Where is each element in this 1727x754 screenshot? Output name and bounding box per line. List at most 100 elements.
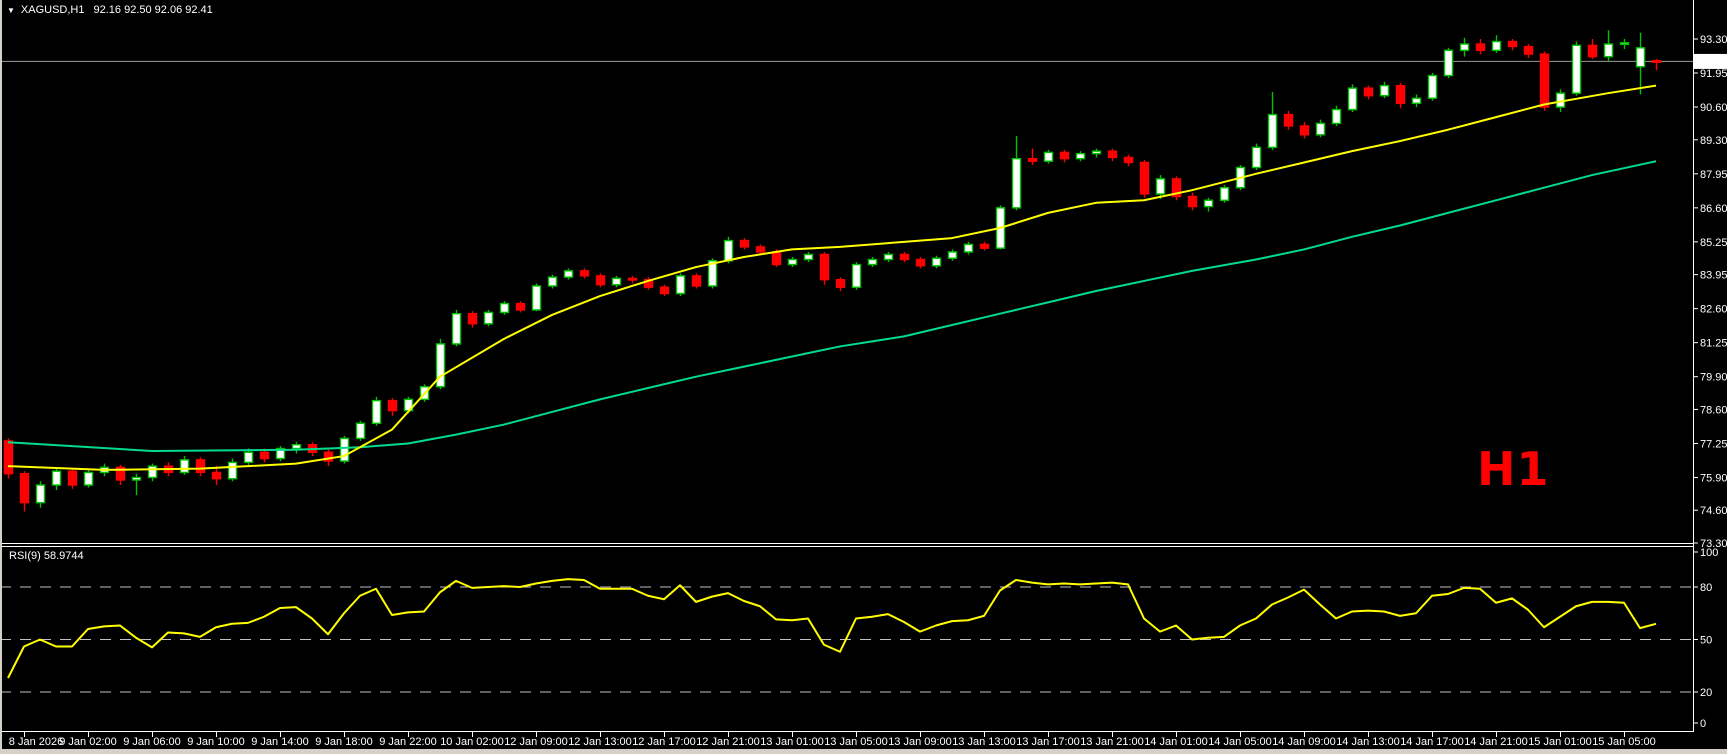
bull-candle [1219, 185, 1230, 203]
bear-candle [1171, 176, 1182, 201]
time-axis-label: 9 Jan 10:00 [187, 736, 245, 748]
time-axis-label: 13 Jan 17:00 [1016, 736, 1080, 748]
bull-candle [1331, 105, 1342, 126]
bear-candle [3, 438, 14, 479]
bull-candle [611, 275, 622, 288]
price-axis-label: 91.95 [1700, 68, 1727, 80]
bear-candle [979, 241, 990, 251]
bear-candle [691, 273, 702, 289]
bear-candle [1299, 122, 1310, 139]
bull-candle [963, 241, 974, 255]
bear-candle [515, 301, 526, 313]
bear-candle [1107, 148, 1118, 162]
price-axis-label: 89.30 [1700, 135, 1727, 147]
bull-candle [675, 273, 686, 297]
price-axis-label: 90.60 [1700, 102, 1727, 114]
bull-candle [531, 283, 542, 312]
rsi-axis-label: 100 [1700, 547, 1718, 559]
symbol-dropdown-icon[interactable]: ▼ [7, 5, 15, 15]
time-axis-label: 15 Jan 01:00 [1528, 736, 1592, 748]
bear-candle [1139, 159, 1150, 198]
time-axis-label: 13 Jan 05:00 [824, 736, 888, 748]
bull-candle [147, 463, 158, 482]
price-axis-label: 82.60 [1700, 304, 1727, 316]
time-axis-label: 15 Jan 05:00 [1592, 736, 1656, 748]
bear-candle [643, 277, 654, 290]
bull-candle [1411, 94, 1422, 108]
time-axis-label: 14 Jan 05:00 [1208, 736, 1272, 748]
bear-candle [1475, 39, 1486, 55]
bear-candle [1027, 148, 1038, 165]
bull-candle [1251, 143, 1262, 171]
bull-candle [355, 420, 366, 441]
bear-candle [755, 244, 766, 255]
time-axis-label: 9 Jan 06:00 [123, 736, 181, 748]
bear-candle [915, 256, 926, 269]
rsi-axis[interactable]: 100 80 50 20 0 [1693, 547, 1718, 730]
bear-candle [1651, 59, 1662, 71]
bull-candle [931, 255, 942, 269]
bear-candle [195, 457, 206, 477]
current-price-box [1694, 53, 1727, 69]
price-axis-label: 85.25 [1700, 237, 1727, 249]
bull-candle [227, 458, 238, 482]
bull-candle [1043, 149, 1054, 164]
bull-candle [1011, 136, 1022, 211]
bull-candle [51, 467, 62, 491]
bull-candle [131, 473, 142, 496]
bull-candle [1635, 32, 1646, 95]
time-axis-label: 13 Jan 01:00 [760, 736, 824, 748]
rsi-axis-label: 80 [1700, 582, 1712, 594]
bull-candle [451, 309, 462, 347]
bear-candle [627, 275, 638, 284]
symbol-title: ▼ XAGUSD,H1 92.16 92.50 92.06 92.41 [7, 4, 213, 16]
time-axis-label: 12 Jan 17:00 [632, 736, 696, 748]
bear-candle [1187, 192, 1198, 211]
bull-candle [1603, 30, 1614, 62]
price-axis-label: 81.25 [1700, 338, 1727, 350]
bull-candle [435, 338, 446, 390]
bull-candle [547, 274, 558, 289]
bear-candle [835, 277, 846, 291]
time-axis-label: 13 Jan 21:00 [1080, 736, 1144, 748]
window-left-border [0, 0, 2, 750]
time-axis-label: 12 Jan 09:00 [504, 736, 568, 748]
price-axis-label: 75.90 [1700, 472, 1727, 484]
bull-candle [1443, 47, 1454, 79]
fast-moving-average-line [7, 84, 1657, 471]
bear-candle [1395, 83, 1406, 109]
bull-candle [803, 251, 814, 263]
bull-candle [1379, 81, 1390, 99]
price-axis-label: 74.60 [1700, 505, 1727, 517]
bull-candle [83, 469, 94, 488]
timeframe-watermark: H1 [1477, 442, 1550, 496]
time-axis-label: 14 Jan 09:00 [1272, 736, 1336, 748]
price-axis-label: 73.30 [1700, 538, 1727, 550]
price-axis-label: 87.95 [1700, 169, 1727, 181]
price-axis-label: 77.25 [1700, 438, 1727, 450]
price-axis[interactable]: 93.30 91.95 90.60 89.30 87.95 86.60 85.25 83.95… [1693, 34, 1727, 550]
time-axis-label: 9 Jan 18:00 [315, 736, 373, 748]
bear-candle [579, 268, 590, 279]
bull-candle [1347, 84, 1358, 113]
bull-candle [291, 442, 302, 454]
rsi-line [7, 578, 1657, 679]
bear-candle [739, 238, 750, 250]
bear-candle [1363, 85, 1374, 100]
bear-candle [819, 251, 830, 285]
bear-candle [1059, 149, 1070, 163]
time-axis-label: 9 Jan 02:00 [59, 736, 117, 748]
bull-candle [179, 456, 190, 475]
bull-candle [1315, 119, 1326, 138]
time-axis-label: 8 Jan 2026 [9, 736, 63, 748]
bear-candle [67, 468, 78, 489]
bull-candle [35, 481, 46, 508]
time-axis-label: 12 Jan 13:00 [568, 736, 632, 748]
bear-candle [211, 466, 222, 486]
bull-candle [947, 249, 958, 261]
price-axis-label: 93.30 [1700, 34, 1727, 46]
symbol-ohlc-values: 92.16 92.50 92.06 92.41 [93, 4, 213, 16]
